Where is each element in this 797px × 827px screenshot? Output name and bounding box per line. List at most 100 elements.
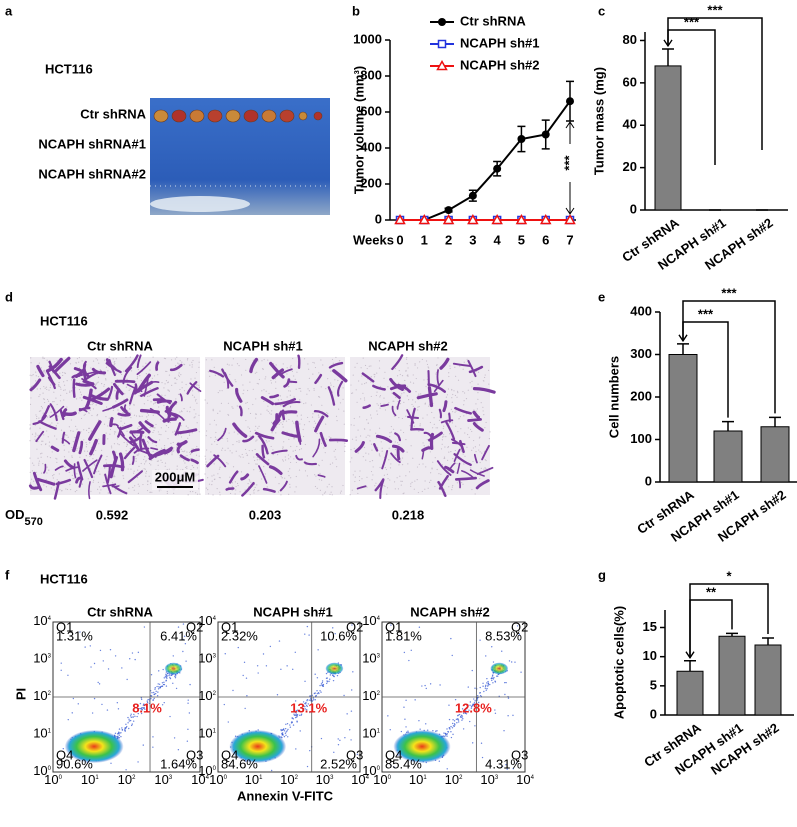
flow-event xyxy=(501,765,504,768)
pore xyxy=(366,367,368,370)
pore xyxy=(281,423,284,425)
flow-event xyxy=(157,683,159,685)
log-tick-label: 103 xyxy=(480,772,498,787)
stained-cell xyxy=(190,448,200,453)
tick-base: 10 xyxy=(516,772,530,787)
pore xyxy=(75,362,78,364)
pore xyxy=(91,414,93,417)
flow-event xyxy=(297,709,299,711)
flow-event xyxy=(325,682,328,685)
apoptotic-percent: 8.1% xyxy=(132,700,162,715)
stained-cell xyxy=(136,425,145,432)
pore xyxy=(60,388,62,390)
pore xyxy=(97,481,99,483)
flow-event xyxy=(302,705,305,707)
od-label: OD570 xyxy=(5,507,43,527)
pore xyxy=(316,432,318,435)
pore xyxy=(281,459,284,461)
pore xyxy=(128,389,130,391)
flow-event xyxy=(352,671,354,673)
pore xyxy=(165,370,167,372)
pore xyxy=(383,403,385,405)
pore xyxy=(359,470,361,472)
pore xyxy=(308,377,310,379)
y-tick-label: 15 xyxy=(643,619,657,634)
pore xyxy=(471,449,473,451)
pore xyxy=(285,413,287,416)
pore xyxy=(354,470,356,472)
pore xyxy=(401,417,404,420)
pore xyxy=(137,483,139,485)
pore xyxy=(485,421,487,424)
pore xyxy=(147,481,149,483)
pore xyxy=(129,408,131,410)
pore xyxy=(151,491,153,493)
point xyxy=(515,213,528,225)
flow-event xyxy=(114,732,117,735)
pore xyxy=(198,431,200,433)
pore xyxy=(429,451,431,453)
flow-event xyxy=(470,707,473,709)
log-tick-label: 100 xyxy=(209,772,227,787)
pore xyxy=(160,427,162,429)
pore xyxy=(328,436,330,438)
pore xyxy=(357,492,359,495)
stained-cell xyxy=(467,417,482,422)
pore xyxy=(196,384,198,386)
pore xyxy=(143,403,145,405)
pore xyxy=(129,356,131,358)
pore xyxy=(167,438,169,440)
stained-cell xyxy=(381,449,389,470)
pore xyxy=(466,446,468,448)
pore xyxy=(163,445,166,447)
tick-exponent: 3 xyxy=(48,653,52,659)
pore xyxy=(244,448,247,451)
pore xyxy=(334,448,337,451)
stained-cell xyxy=(49,403,58,422)
pore xyxy=(133,470,135,472)
pore xyxy=(41,452,43,454)
pore xyxy=(353,424,355,426)
pore xyxy=(168,390,170,392)
pore xyxy=(256,463,258,465)
pore xyxy=(320,359,322,361)
pore xyxy=(134,485,136,487)
pore xyxy=(313,420,316,422)
pore xyxy=(307,388,309,390)
pore xyxy=(70,390,73,392)
pore xyxy=(59,400,62,402)
pore xyxy=(190,452,192,455)
pore xyxy=(398,382,400,384)
pore xyxy=(69,488,72,491)
flow-event xyxy=(173,737,176,739)
stained-cell xyxy=(65,466,80,472)
pore xyxy=(92,479,95,482)
flow-event xyxy=(298,714,301,717)
pore xyxy=(473,439,475,442)
pore xyxy=(246,454,248,457)
pore xyxy=(217,391,219,394)
stained-cell xyxy=(427,386,434,408)
pore xyxy=(236,482,239,485)
pore xyxy=(405,438,407,441)
pore xyxy=(100,489,102,491)
flow-event xyxy=(474,700,476,702)
flow-event xyxy=(508,660,511,662)
pore xyxy=(43,357,46,359)
pore xyxy=(255,398,257,400)
pore xyxy=(227,402,230,404)
pore xyxy=(49,457,52,459)
flow-event xyxy=(187,728,189,731)
flow-event xyxy=(505,681,507,684)
flow-event xyxy=(468,709,470,711)
pore xyxy=(178,374,180,376)
stained-cell xyxy=(249,357,259,374)
pore xyxy=(50,384,52,386)
pore xyxy=(205,430,208,432)
flow-event xyxy=(147,698,149,701)
pore xyxy=(389,432,391,434)
flow-event xyxy=(187,699,189,701)
pore xyxy=(283,441,285,443)
pore xyxy=(43,371,45,373)
pore xyxy=(30,489,32,491)
